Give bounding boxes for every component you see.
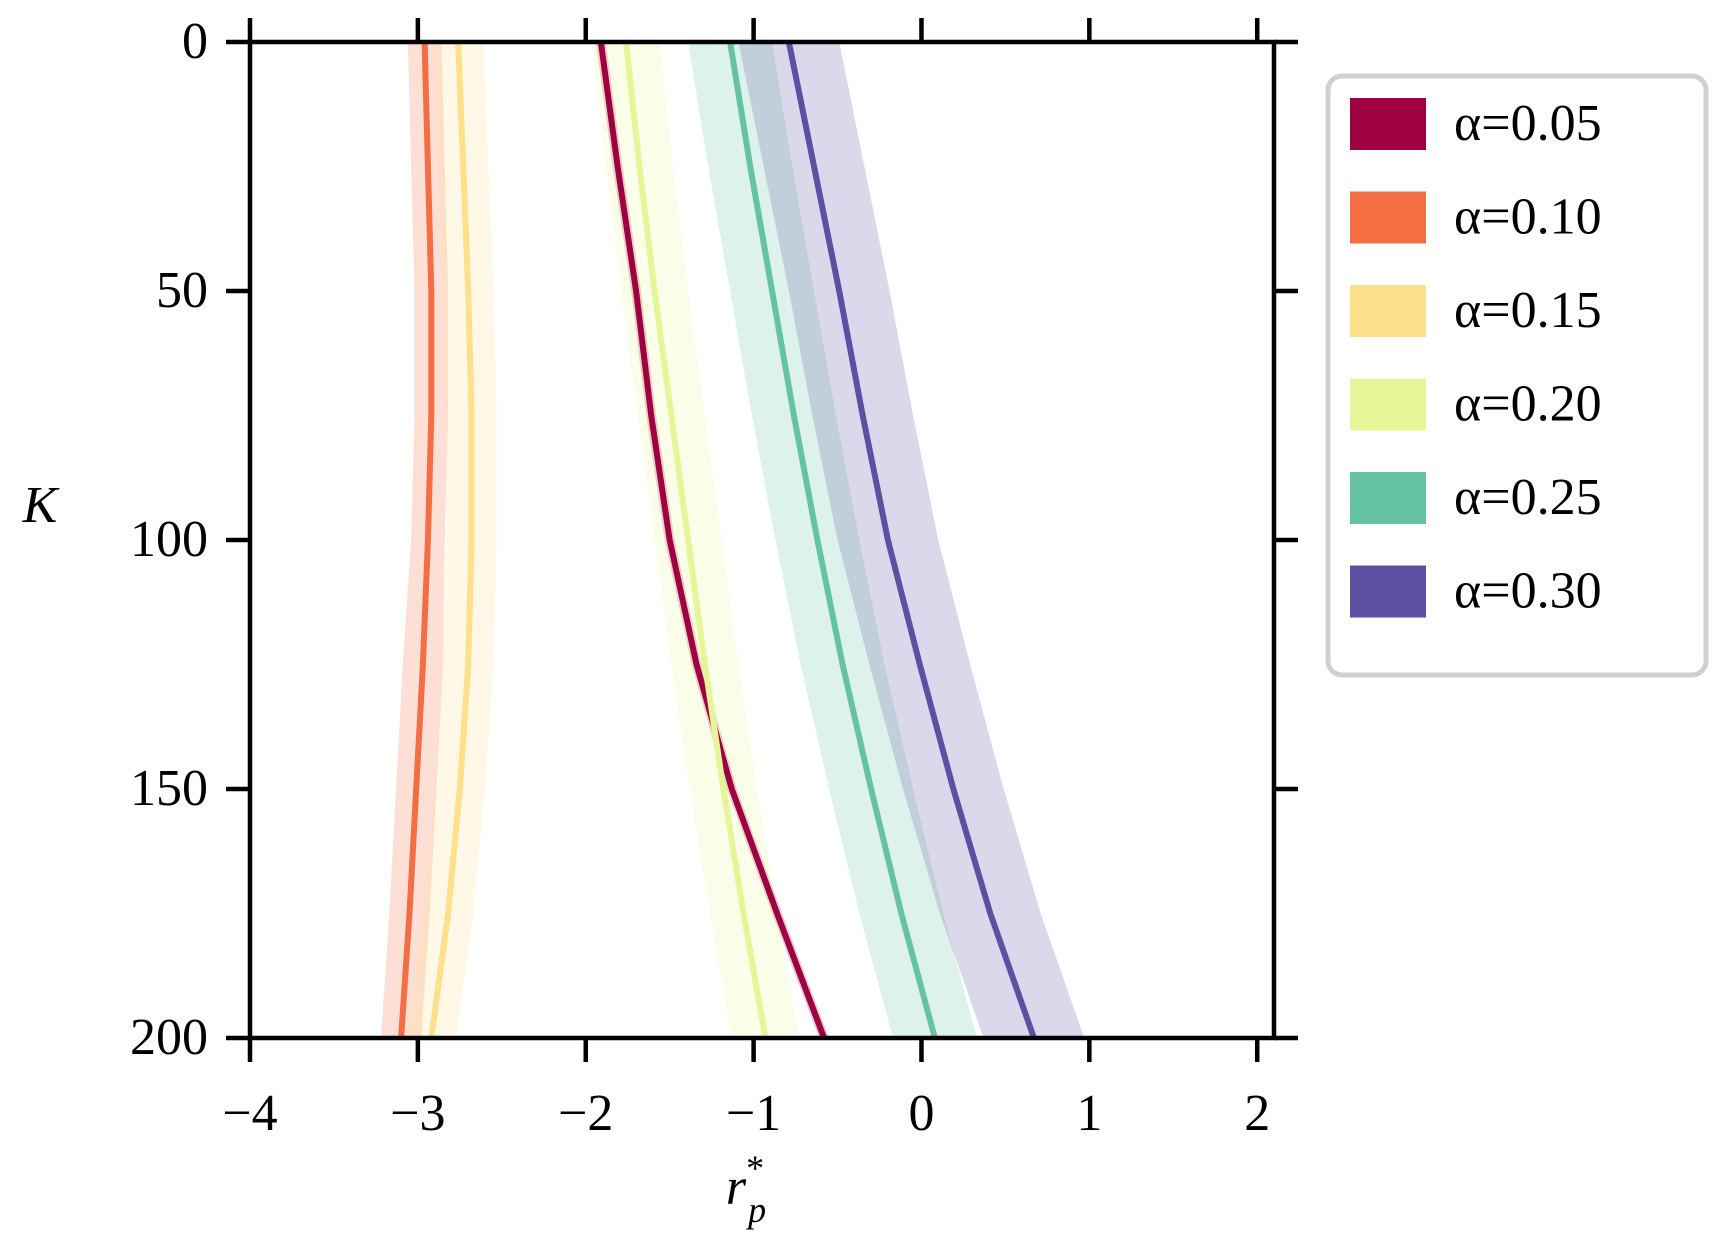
confidence-band bbox=[688, 42, 977, 1038]
x-axis-label-base: r bbox=[726, 1159, 747, 1216]
series-line bbox=[398, 41, 435, 1039]
y-tick-label: 100 bbox=[130, 511, 208, 568]
series-line bbox=[428, 41, 475, 1039]
legend-label: α=0.10 bbox=[1454, 188, 1602, 245]
legend-swatch bbox=[1350, 98, 1426, 150]
legend-label: α=0.05 bbox=[1454, 95, 1602, 152]
legend-swatch bbox=[1350, 191, 1426, 244]
confidence-band bbox=[738, 42, 1085, 1038]
x-tick-label: 1 bbox=[1076, 1085, 1102, 1142]
confidence-band bbox=[595, 42, 830, 1038]
x-tick-label: 2 bbox=[1244, 1085, 1270, 1142]
series-line bbox=[623, 41, 769, 1039]
y-tick-label: 0 bbox=[182, 13, 208, 70]
y-tick-label: 200 bbox=[130, 1009, 208, 1066]
x-tick-label: 0 bbox=[908, 1085, 934, 1142]
confidence-band bbox=[592, 42, 799, 1038]
y-tick-label: 150 bbox=[130, 760, 208, 817]
legend-label: α=0.20 bbox=[1454, 375, 1602, 432]
y-axis-label: K bbox=[22, 477, 60, 534]
series-line bbox=[727, 41, 938, 1039]
x-tick-label: −3 bbox=[390, 1085, 445, 1142]
x-axis-label: r* p bbox=[726, 1148, 766, 1230]
x-axis-label-sup: * bbox=[746, 1148, 764, 1188]
legend-swatch bbox=[1350, 378, 1426, 431]
x-axis-label-sub: p bbox=[745, 1190, 766, 1230]
legend-label: α=0.25 bbox=[1454, 469, 1602, 526]
legend-label: α=0.30 bbox=[1454, 562, 1602, 619]
x-tick-label: −1 bbox=[726, 1085, 781, 1142]
legend-swatch bbox=[1350, 472, 1426, 524]
y-tick-label: 50 bbox=[156, 262, 208, 319]
x-tick-label: −4 bbox=[222, 1085, 277, 1142]
legend-label: α=0.15 bbox=[1454, 282, 1602, 339]
legend-swatch bbox=[1350, 285, 1426, 337]
confidence-band bbox=[406, 42, 497, 1038]
legend-swatch bbox=[1350, 565, 1426, 618]
x-tick-label: −2 bbox=[558, 1085, 613, 1142]
series-line bbox=[785, 41, 1037, 1039]
series-line bbox=[597, 41, 827, 1040]
